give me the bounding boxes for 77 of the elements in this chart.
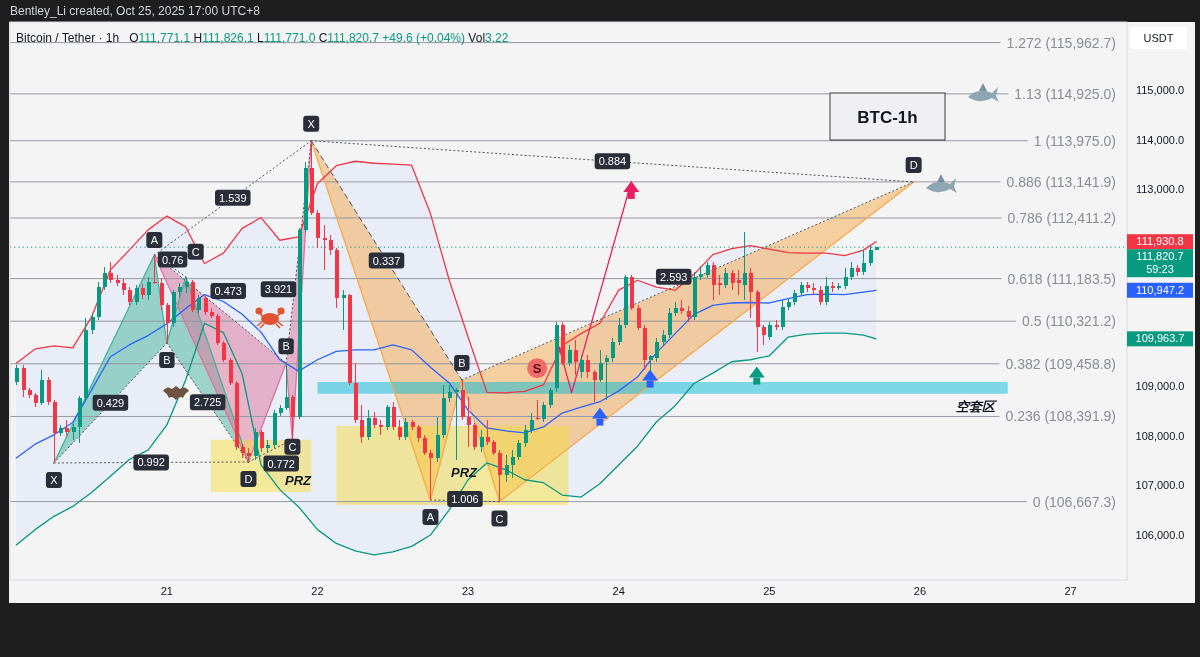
data-label: B: [282, 340, 290, 353]
axis-tag: 111,930.8: [1127, 234, 1193, 250]
annotation: 0.76: [161, 253, 184, 266]
annotation: 0.429: [96, 396, 125, 409]
ref-line-label: 0.786 (112,411.2): [1007, 209, 1116, 226]
point-label: B: [278, 338, 294, 355]
data-label: A: [426, 511, 435, 523]
ref-line-label: 1.13 (114,925.0): [1014, 85, 1116, 102]
data-label: X: [307, 117, 316, 130]
data-label: X: [50, 473, 59, 486]
ref-line-label: 1.272 (115,962.7): [1006, 34, 1116, 51]
y-tick-label: 113,000.0: [1135, 182, 1185, 195]
x-tick-label: 25: [763, 585, 776, 597]
annotation: 0.992: [137, 456, 165, 469]
annotation: PRZ: [285, 472, 313, 488]
annotation: PRZ: [451, 464, 479, 480]
data-label: S: [532, 360, 542, 376]
note-box: BTC-1h: [829, 92, 946, 141]
text: Bitcoin / Tether · 1h: [16, 31, 120, 45]
ref-line-label: 0.618 (111,183.5): [1007, 270, 1116, 287]
point-label: B: [454, 355, 470, 371]
annotation: 1.006: [451, 492, 479, 505]
annotation: 2.593: [659, 270, 688, 283]
axis-tag: 111,820.7 59:23: [1127, 249, 1193, 278]
y-axis-title: USDT: [1143, 32, 1174, 44]
data-label: C: [191, 245, 200, 258]
annotation: BTC-1h: [857, 108, 918, 127]
y-tick-label: 114,000.0: [1135, 133, 1185, 146]
annotation: 1.539: [219, 191, 247, 204]
x-tick-label: 26: [913, 585, 927, 597]
point-label: A: [422, 509, 439, 525]
annotation: 0.473: [214, 284, 242, 297]
x-tick-label: 21: [160, 585, 174, 597]
text: Bentley_Li created, Oct 25, 2025 17:00 UTC+8: [10, 4, 261, 18]
ref-line-label: 0.236 (108,391.9): [1005, 408, 1116, 425]
y-tick-label: 109,963.7: [1135, 332, 1185, 345]
y-tick-label: 115,000.0: [1135, 84, 1185, 97]
x-tick-label: 27: [1064, 585, 1077, 597]
unit: USDT: [1130, 27, 1187, 49]
signal: S: [527, 358, 548, 379]
annotation: 0.884: [598, 155, 627, 168]
point-label: 2.725: [189, 394, 226, 411]
point-label: 0.884: [594, 153, 631, 170]
text: O111,771.1 H111,826.1 L111,771.0 C111,820.7 +49.6 (+0.04%) Vol3.22: [129, 31, 509, 45]
annotation: 2.725: [193, 396, 222, 409]
axis-tag: 109,963.7: [1127, 331, 1193, 347]
data-label: B: [163, 353, 171, 366]
data-label: D: [244, 472, 253, 485]
ref-line-label: 0.5 (110,321.2): [1022, 313, 1116, 330]
data-label: C: [288, 440, 297, 453]
data-label: C: [495, 512, 504, 525]
annotation: 3.921: [264, 283, 293, 296]
y-tick-label: 108,000.0: [1135, 429, 1185, 442]
x-tick-label: 22: [311, 585, 324, 597]
ref-line-label: 111,820.7 59:23: [1136, 250, 1184, 276]
ref-line-label: 0 (106,667.3): [1032, 493, 1116, 510]
x-tick-label: 23: [461, 585, 475, 597]
annotation: 0.772: [267, 457, 295, 470]
point-label: A: [146, 232, 163, 249]
data-label: A: [150, 234, 159, 247]
data-label: B: [458, 357, 466, 370]
y-tick-label: 109,000.0: [1135, 380, 1185, 393]
y-tick-label: 106,000.0: [1135, 528, 1185, 541]
level: 0.786 (112,411.2): [10, 210, 1116, 226]
point-label: 0.992: [133, 454, 169, 471]
annotation: 0.337: [372, 254, 401, 267]
ref-line-label: 0.382 (109,458.8): [1005, 355, 1116, 372]
y-tick-label: 111,930.8: [1136, 235, 1184, 248]
level: 0.886 (113,141.9): [10, 173, 1116, 190]
y-tick-label: 107,000.0: [1135, 479, 1185, 492]
data-label: D: [909, 158, 918, 171]
ref-line-label: 1 (113,975.0): [1033, 132, 1116, 149]
x-tick-label: 24: [612, 585, 625, 597]
ref-line-label: 0.886 (113,141.9): [1006, 173, 1116, 190]
level: 0.5 (110,321.2): [10, 313, 1116, 330]
y-tick-label: 110,947.2: [1135, 283, 1185, 296]
point-label: 3.921: [260, 281, 297, 298]
